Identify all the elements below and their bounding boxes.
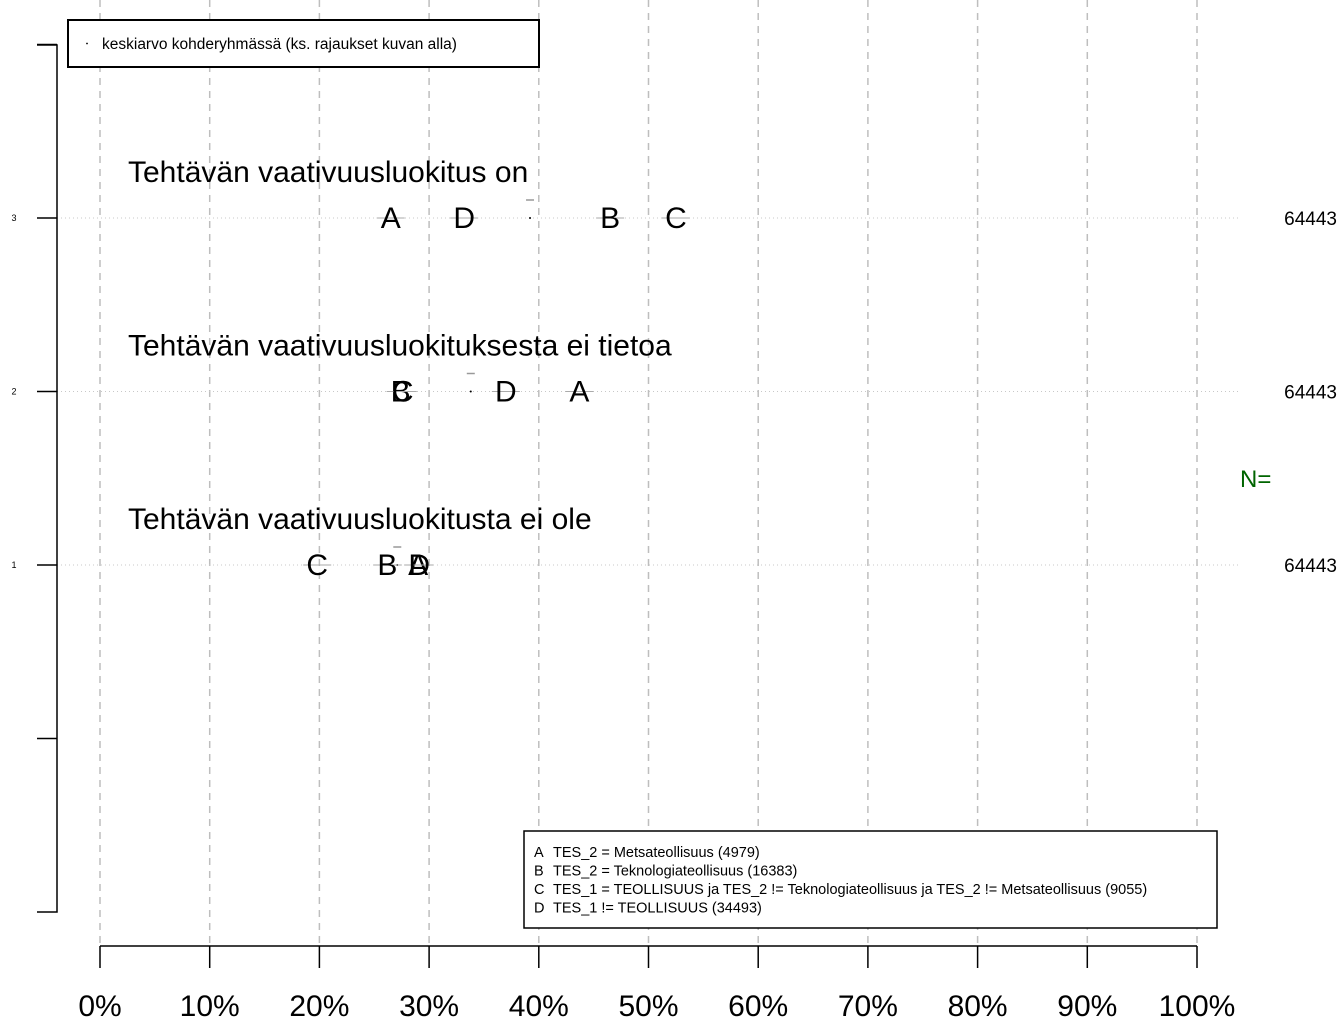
x-tick-label-2: 20% xyxy=(289,990,349,1020)
legend-key-B: B xyxy=(534,864,544,880)
point-2-C: C xyxy=(306,549,328,582)
point-1-C: C xyxy=(392,376,414,409)
y-axis: 1 2 3 xyxy=(11,43,58,913)
legend-label-B: TES_2 = Teknologiateollisuus (16383) xyxy=(553,864,797,880)
point-0-B: B xyxy=(600,202,620,235)
point-0-A: A xyxy=(381,202,401,235)
point-1-A: A xyxy=(569,376,589,409)
point-0-D: D xyxy=(453,202,475,235)
x-tick-label-10: 100% xyxy=(1159,990,1236,1020)
x-tick-label-5: 50% xyxy=(618,990,678,1020)
point-2-D: D xyxy=(408,549,430,582)
mean-legend-box xyxy=(67,19,540,68)
n-label: N= xyxy=(1240,466,1271,493)
legend-label-A: TES_2 = Metsateollisuus (4979) xyxy=(553,845,760,861)
y-tick-label-1: 2 xyxy=(11,387,16,397)
legend-key-D: D xyxy=(534,901,544,917)
x-tick-label-8: 80% xyxy=(948,990,1008,1020)
x-tick-label-1: 10% xyxy=(180,990,240,1020)
point-1-D: D xyxy=(495,376,517,409)
y-tick-label-0: 1 xyxy=(11,560,16,570)
x-tick-label-0: 0% xyxy=(78,990,121,1020)
mean-point-1 xyxy=(469,390,472,393)
legend-label-D: TES_1 != TEOLLISUUS (34493) xyxy=(553,901,762,917)
row-label-2: Tehtävän vaativuusluokitusta ei ole xyxy=(128,503,592,536)
legend-key-A: A xyxy=(534,845,544,861)
mean-legend: keskiarvo kohderyhmässä (ks. rajaukset k… xyxy=(67,19,540,68)
y-tick-label-2: 3 xyxy=(11,213,16,223)
row-n-2: 64443 xyxy=(1284,556,1337,577)
x-tick-label-9: 90% xyxy=(1057,990,1117,1020)
legend-key-C: C xyxy=(534,882,544,898)
groups-legend: A TES_2 = Metsateollisuus (4979) B TES_2 = … xyxy=(523,830,1218,929)
row-label-1: Tehtävän vaativuusluokituksesta ei tieto… xyxy=(128,330,672,363)
row-1: Tehtävän vaativuusluokituksesta ei tieto… xyxy=(128,330,1337,409)
point-2-B: B xyxy=(377,549,397,582)
mean-legend-label: keskiarvo kohderyhmässä (ks. rajaukset k… xyxy=(102,36,457,53)
row-0: Tehtävän vaativuusluokitus on 64443 A D B C xyxy=(128,156,1337,235)
row-n-1: 64443 xyxy=(1284,383,1337,404)
x-tick-label-7: 70% xyxy=(838,990,898,1020)
row-label-0: Tehtävän vaativuusluokitus on xyxy=(128,156,528,189)
mean-point-0 xyxy=(529,217,532,219)
mean-legend-marker xyxy=(86,42,88,45)
x-tick-label-3: 30% xyxy=(399,990,459,1020)
groups-legend-box xyxy=(523,830,1218,929)
grid xyxy=(99,0,1198,945)
point-0-C: C xyxy=(665,202,687,235)
x-tick-label-4: 40% xyxy=(509,990,569,1020)
row-n-0: 64443 xyxy=(1284,209,1337,230)
x-tick-label-6: 60% xyxy=(728,990,788,1020)
legend-label-C: TES_1 = TEOLLISUUS ja TES_2 != Teknologi… xyxy=(553,882,1147,898)
y-axis-line xyxy=(37,44,58,913)
x-axis: 0% 10% 20% 30% 40% 50% 60% 70% 80% 90% 100% xyxy=(78,945,1236,1020)
row-2: Tehtävän vaativuusluokitusta ei ole 64443… xyxy=(128,503,1337,582)
